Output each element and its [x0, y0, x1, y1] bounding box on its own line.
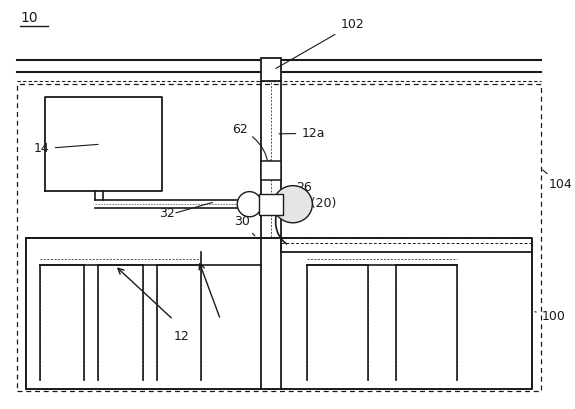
- Text: 62: 62: [232, 123, 270, 165]
- Text: 12: 12: [174, 330, 189, 343]
- Text: 16(20): 16(20): [296, 197, 337, 210]
- Bar: [260, 58, 281, 81]
- Ellipse shape: [273, 186, 312, 223]
- Text: 100: 100: [535, 310, 566, 323]
- Circle shape: [237, 192, 262, 217]
- Text: 14: 14: [34, 142, 98, 155]
- Text: 102: 102: [276, 18, 364, 68]
- Text: 30: 30: [235, 216, 255, 236]
- Bar: [259, 194, 283, 214]
- Text: 104: 104: [543, 170, 573, 191]
- Bar: [260, 161, 281, 180]
- Text: 32: 32: [159, 207, 175, 220]
- Text: 12a: 12a: [279, 127, 325, 140]
- Text: 10: 10: [20, 11, 38, 25]
- Text: 26: 26: [296, 181, 312, 194]
